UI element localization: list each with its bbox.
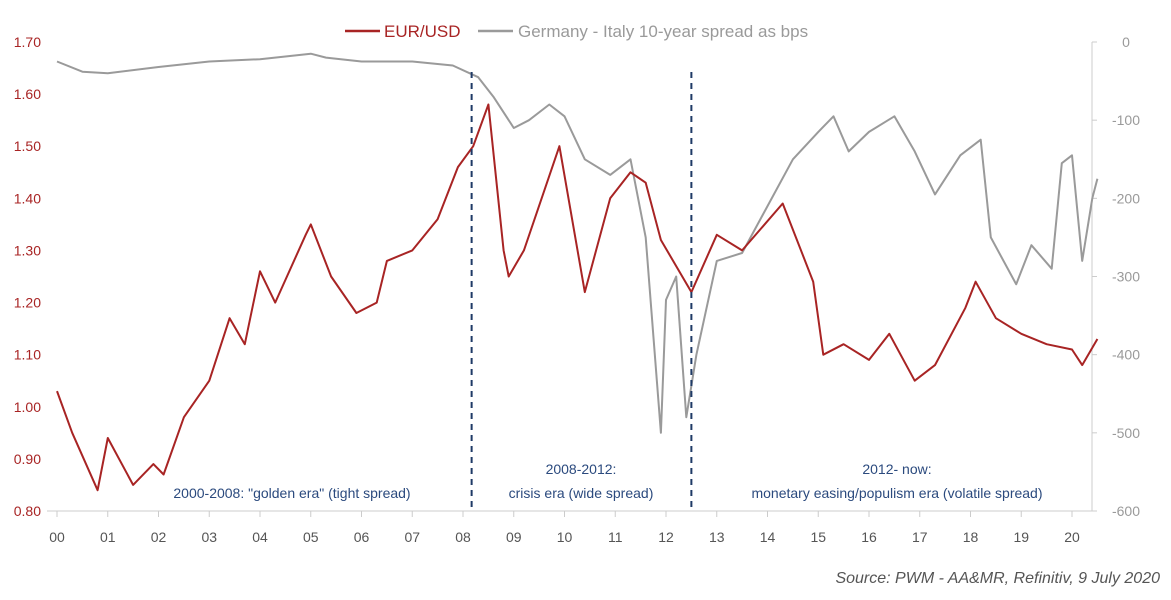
legend-label-spread: Germany - Italy 10-year spread as bps (518, 22, 808, 41)
y-left-tick-label: 0.90 (14, 451, 41, 467)
x-tick-label: 08 (455, 529, 471, 545)
x-tick-label: 02 (151, 529, 167, 545)
y-left-tick-label: 1.70 (14, 34, 41, 50)
x-tick-label: 19 (1013, 529, 1029, 545)
source-note: Source: PWM - AA&MR, Refinitiv, 9 July 2… (835, 570, 1160, 587)
y-right-tick-label: -200 (1112, 190, 1140, 206)
x-tick-label: 01 (100, 529, 116, 545)
series-line-eurusd (56, 103, 1099, 492)
y-right-tick-label: -300 (1112, 269, 1140, 285)
y-right-tick-label: -500 (1112, 425, 1140, 441)
x-tick-label: 04 (252, 529, 268, 545)
series-line-spread (56, 52, 1099, 434)
era-annotation: crisis era (wide spread) (509, 485, 654, 501)
y-right-tick-label: -400 (1112, 347, 1140, 363)
x-tick-label: 20 (1064, 529, 1080, 545)
x-tick-label: 16 (861, 529, 877, 545)
y-left-tick-label: 0.80 (14, 503, 41, 519)
x-tick-label: 18 (963, 529, 979, 545)
x-tick-label: 17 (912, 529, 928, 545)
y-left-tick-label: 1.40 (14, 190, 41, 206)
y-right-tick-label: -100 (1112, 112, 1140, 128)
era-annotation: 2000-2008: "golden era" (tight spread) (173, 485, 410, 501)
x-tick-label: 05 (303, 529, 319, 545)
legend-label-eurusd: EUR/USD (384, 22, 461, 41)
y-right-tick-label: 0 (1122, 34, 1130, 50)
x-tick-label: 12 (658, 529, 674, 545)
x-tick-label: 07 (404, 529, 420, 545)
y-left-tick-label: 1.60 (14, 86, 41, 102)
x-tick-label: 06 (354, 529, 370, 545)
y-right-tick-label: -600 (1112, 503, 1140, 519)
y-left-tick-label: 1.50 (14, 138, 41, 154)
x-tick-label: 03 (201, 529, 217, 545)
x-tick-label: 13 (709, 529, 725, 545)
x-tick-label: 11 (608, 529, 623, 545)
y-left-tick-label: 1.20 (14, 295, 41, 311)
era-annotation: 2012- now: (862, 461, 931, 477)
y-left-tick-label: 1.30 (14, 242, 41, 258)
x-tick-label: 15 (810, 529, 826, 545)
x-tick-label: 14 (760, 529, 776, 545)
y-left-tick-label: 1.00 (14, 399, 41, 415)
y-left-tick-label: 1.10 (14, 347, 41, 363)
x-tick-label: 10 (557, 529, 573, 545)
legend: EUR/USD Germany - Italy 10-year spread a… (345, 22, 808, 41)
x-tick-label: 00 (49, 529, 65, 545)
era-annotation: monetary easing/populism era (volatile s… (751, 485, 1042, 501)
x-tick-label: 09 (506, 529, 522, 545)
era-annotation: 2008-2012: (546, 461, 617, 477)
